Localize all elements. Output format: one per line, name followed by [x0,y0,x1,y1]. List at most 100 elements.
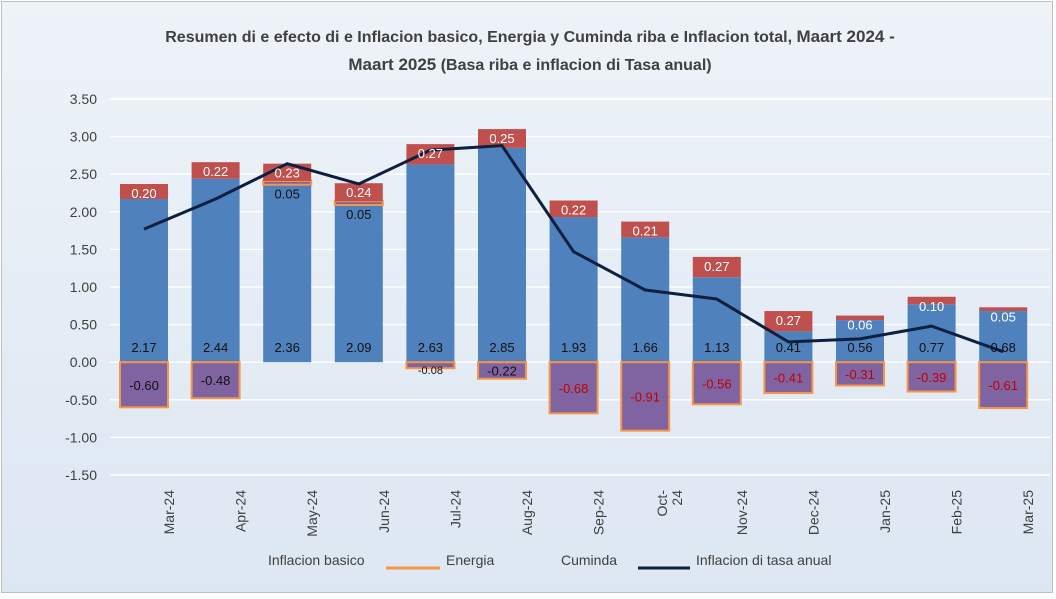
chart-title-line-1b: Maart 2024 - [796,27,894,46]
y-tick-label: -1.50 [65,467,97,483]
bar-cuminda [621,221,670,238]
label-cuminda: 0.06 [847,318,872,333]
y-tick-label: 1.50 [70,241,97,257]
label-cuminda: 0.20 [131,186,156,201]
x-tick-label-part: Jul-24 [447,490,463,528]
bar-cuminda [764,311,813,332]
label-cuminda: 0.24 [346,185,371,200]
bar-inflacion-basico [621,237,670,363]
x-axis: Mar-24 Apr-24 May-24 Jun-24 Jul-24 Aug-24 Sep-… [161,490,1036,537]
label-inflacion-basico: 2.63 [418,340,443,355]
legend-label-energia: Energia [446,552,494,568]
label-cuminda: 0.27 [418,146,443,161]
bar-energia [691,361,742,406]
x-tick-label-part: Mar-25 [1020,490,1036,535]
legend: Inflacion basico Energia Cuminda Inflacion … [268,552,831,570]
y-tick-label: 0.00 [70,354,97,370]
bar-inflacion-basico [549,217,598,363]
bar-energia [620,361,671,432]
x-tick-label: Jan-25 [877,490,893,533]
label-energia: -0.41 [774,371,804,386]
bar-energia [978,361,1029,410]
x-tick-label: Mar-25 [1020,490,1036,535]
bar-inflacion-basico [406,164,455,363]
chart-title-line-1: Resumen di e efecto di e Inflacion basic… [165,27,895,46]
label-energia: -0.60 [129,378,159,393]
bar-inflacion-basico [692,277,741,363]
y-tick-label: -1.00 [65,429,97,445]
label-cuminda: 0.05 [991,309,1016,324]
label-inflacion-basico: 1.93 [561,340,586,355]
y-tick-label: 3.00 [70,129,97,145]
x-tick-label: Feb-25 [949,490,965,535]
label-cuminda: 0.25 [489,131,514,146]
legend-label-cuminda: Cuminda [561,552,617,568]
bar-inflacion-basico [836,320,884,363]
chart-title-line-2b: (Basa riba e inflacion di Tasa anual) [436,57,711,74]
x-tick-label-part: 24 [669,490,685,506]
bar-energia [119,361,169,409]
y-tick-label: 0.50 [70,317,97,333]
label-inflacion-basico: 0.77 [919,340,944,355]
label-inflacion-basico: 2.09 [346,340,371,355]
x-tick-label-part: Feb-25 [949,490,965,535]
x-tick-label: Aug-24 [519,490,535,535]
bar-energia [477,361,527,380]
label-energia: -0.08 [418,365,443,377]
data-labels: 2.17 0.20 -0.60 2.44 0.22 -0.48 2.36 0.23 0.05 2.… [129,131,1018,404]
label-cuminda: 0.23 [275,166,300,181]
bar-cuminda [120,183,168,200]
label-energia: -0.56 [702,376,732,391]
bar-inflacion-basico [191,178,240,363]
y-axis: 3.50 3.00 2.50 2.00 1.50 1.00 0.50 0.00 -0.50 -1.… [65,91,97,483]
x-tick-label: Mar-24 [161,490,177,535]
bar-inflacion-basico [120,199,168,363]
label-energia: 0.05 [346,207,371,222]
bar-cuminda [836,315,884,321]
bar-inflacion-basico [334,205,383,363]
x-tick-label-part: May-24 [304,490,320,537]
total-inflation-line-group [143,144,1004,354]
label-cuminda: 0.22 [561,203,586,218]
x-tick-label-part: Nov-24 [734,490,750,535]
label-inflacion-basico: 0.41 [776,340,801,355]
x-tick-label-part: Aug-24 [519,490,535,535]
bar-cuminda [549,200,598,218]
label-energia: -0.61 [988,378,1018,393]
label-inflacion-basico: 1.13 [704,340,729,355]
x-tick-label: Nov-24 [734,490,750,535]
label-cuminda: 0.21 [633,224,658,239]
y-tick-label: 1.00 [70,279,97,295]
x-tick-label-part: Jan-25 [877,490,893,533]
bars-group [119,129,1029,432]
legend-label-total: Inflacion di tasa anual [696,552,831,568]
label-cuminda: 0.27 [776,313,801,328]
x-tick-label: Jul-24 [447,490,463,528]
bar-inflacion-basico [979,311,1028,363]
bar-cuminda [907,296,956,305]
label-energia: -0.48 [201,373,231,388]
bar-energia [548,361,599,415]
bar-cuminda [334,183,383,202]
bar-cuminda [478,129,526,148]
chart-title-line-1a: Resumen di e efecto di e Inflacion basic… [165,29,796,46]
x-tick-label: Sep-24 [591,490,607,535]
bar-energia [333,200,384,207]
y-tick-label: 2.00 [70,204,97,220]
legend-label-inflacion-basico: Inflacion basico [268,552,365,568]
bar-energia [763,361,814,395]
bar-cuminda [191,162,240,179]
chart-title-line-2: Maart 2025 (Basa riba e inflacion di Tas… [348,55,711,74]
bar-inflacion-basico [263,184,312,363]
chart-title-line-2a: Maart 2025 [348,55,436,74]
x-tick-label: Oct-24 [654,490,685,517]
label-energia: -0.22 [487,363,517,378]
label-cuminda: 0.22 [203,164,228,179]
label-energia: -0.39 [917,370,947,385]
label-energia: -0.68 [559,381,589,396]
label-energia: 0.05 [275,187,300,202]
y-tick-label: 2.50 [70,166,97,182]
bar-cuminda [692,256,741,278]
label-cuminda: 0.27 [704,259,729,274]
